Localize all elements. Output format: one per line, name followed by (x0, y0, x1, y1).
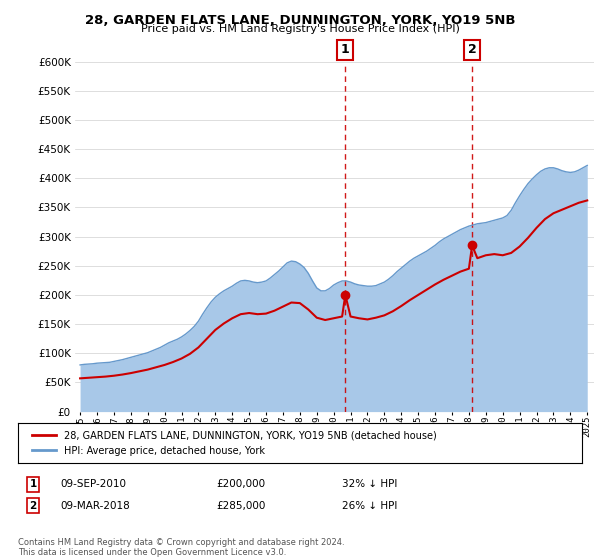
Text: 09-MAR-2018: 09-MAR-2018 (60, 501, 130, 511)
Text: 09-SEP-2010: 09-SEP-2010 (60, 479, 126, 489)
Text: Price paid vs. HM Land Registry's House Price Index (HPI): Price paid vs. HM Land Registry's House … (140, 24, 460, 34)
Text: 1: 1 (29, 479, 37, 489)
Legend: 28, GARDEN FLATS LANE, DUNNINGTON, YORK, YO19 5NB (detached house), HPI: Average: 28, GARDEN FLATS LANE, DUNNINGTON, YORK,… (26, 424, 442, 461)
Text: 2: 2 (468, 43, 476, 56)
Text: £200,000: £200,000 (216, 479, 265, 489)
Text: £285,000: £285,000 (216, 501, 265, 511)
Text: 1: 1 (341, 43, 350, 56)
Text: 2: 2 (29, 501, 37, 511)
Text: Contains HM Land Registry data © Crown copyright and database right 2024.
This d: Contains HM Land Registry data © Crown c… (18, 538, 344, 557)
Text: 32% ↓ HPI: 32% ↓ HPI (342, 479, 397, 489)
Text: 28, GARDEN FLATS LANE, DUNNINGTON, YORK, YO19 5NB: 28, GARDEN FLATS LANE, DUNNINGTON, YORK,… (85, 14, 515, 27)
Text: 26% ↓ HPI: 26% ↓ HPI (342, 501, 397, 511)
